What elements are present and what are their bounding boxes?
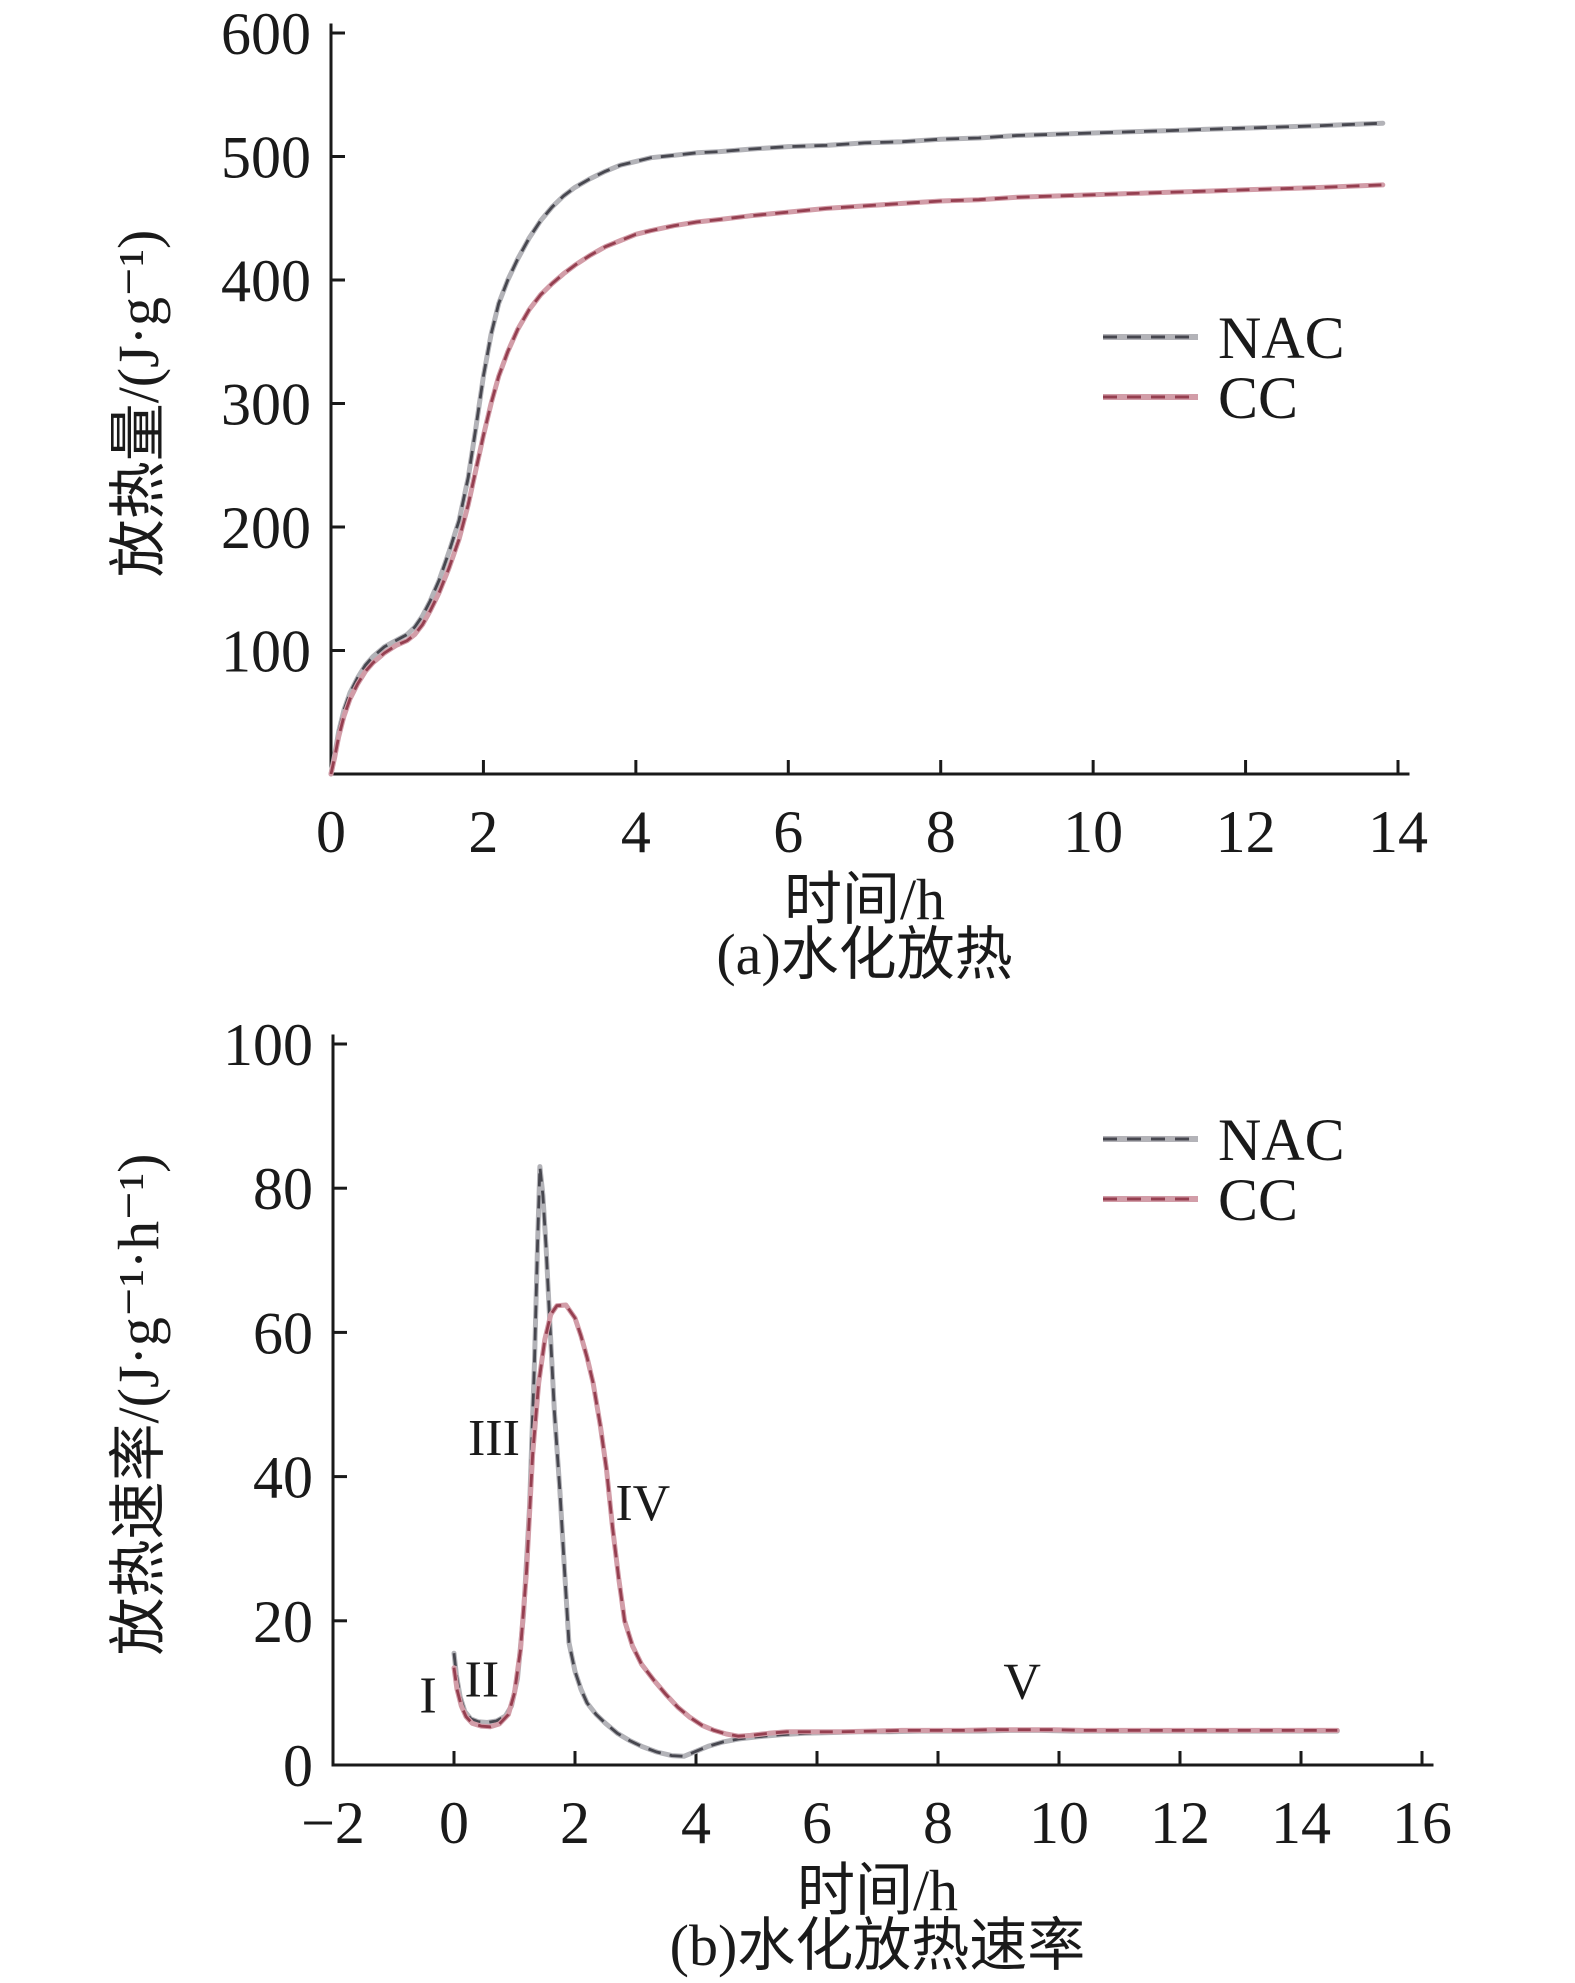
y-tick-label-a: 600 <box>221 1 311 67</box>
y-tick-label-a: 500 <box>221 125 311 191</box>
x-tick-label-a: 14 <box>1368 799 1428 865</box>
x-tick-label-b: 10 <box>1029 1790 1089 1856</box>
axis-b <box>331 1034 1434 1767</box>
y-tick-label-a: 400 <box>221 248 311 314</box>
series-line-base <box>451 1302 1340 1739</box>
series-line-dash <box>452 1165 1338 1758</box>
stage-label-III: III <box>468 1410 520 1467</box>
x-tick-label-b: 0 <box>439 1790 469 1856</box>
y-axis-title-a: 放热量/(J·g⁻¹) <box>106 230 171 578</box>
x-tick-label-b: 14 <box>1271 1790 1331 1856</box>
chart-b: −2 0 2 4 6 8 10 12 14 16020406080100时间/h放热速率/(J·g… <box>106 1012 1452 1978</box>
x-tick-label-a: 10 <box>1063 799 1123 865</box>
y-tick-label-b: 0 <box>283 1733 313 1799</box>
y-tick-label-b: 60 <box>253 1300 313 1366</box>
legend-item-cc: CC <box>1103 1167 1298 1233</box>
stage-label-I: I <box>419 1667 436 1724</box>
stage-label-IV: IV <box>615 1475 670 1532</box>
series-cc-a <box>328 182 1386 777</box>
x-tick-label-a: 2 <box>468 799 498 865</box>
series-nac-a <box>328 120 1386 777</box>
x-axis-title-a: 时间/h <box>784 867 945 932</box>
x-tick-label-b: 8 <box>923 1790 953 1856</box>
caption-b: (b)水化放热速率 <box>670 1913 1086 1978</box>
series-nac-b <box>451 1164 1340 1759</box>
x-tick-label-a: 4 <box>621 799 651 865</box>
y-tick-label-b: 40 <box>253 1445 313 1511</box>
legend-item-nac: NAC <box>1103 1107 1345 1173</box>
legend-label: NAC <box>1218 1107 1345 1173</box>
x-tick-label-a: 0 <box>316 799 346 865</box>
legend-item-cc: CC <box>1103 365 1298 431</box>
chart-a: 0 2 4 6 8 10 12 14 100 200 300 400 500 600 时间/h 放热量/(J·… <box>106 1 1428 987</box>
y-tick-label-b: 100 <box>223 1012 313 1078</box>
caption-a: (a)水化放热 <box>716 922 1012 987</box>
x-tick-label-a: 12 <box>1216 799 1276 865</box>
x-axis-title-b: 时间/h <box>797 1858 958 1923</box>
series-line-base <box>328 120 1386 777</box>
x-tick-label-b: 4 <box>681 1790 711 1856</box>
y-tick-label-a: 100 <box>221 619 311 685</box>
x-tick-label-b: 2 <box>560 1790 590 1856</box>
y-tick-label-b: 80 <box>253 1156 313 1222</box>
series-line-dash <box>329 121 1383 775</box>
x-tick-label-b: −2 <box>301 1790 365 1856</box>
y-tick-label-a: 200 <box>221 495 311 561</box>
legend-label: NAC <box>1218 305 1345 371</box>
series-cc-b <box>451 1302 1340 1739</box>
legend-label: CC <box>1218 1167 1298 1233</box>
x-tick-label-a: 6 <box>773 799 803 865</box>
x-tick-label-b: 12 <box>1150 1790 1210 1856</box>
x-tick-label-b: 6 <box>802 1790 832 1856</box>
y-tick-label-b: 20 <box>253 1589 313 1655</box>
series-line-dash <box>452 1303 1338 1738</box>
stage-label-II: II <box>465 1652 500 1709</box>
legend-label: CC <box>1218 365 1298 431</box>
stage-label-V: V <box>1003 1654 1041 1711</box>
x-tick-label-a: 8 <box>926 799 956 865</box>
y-tick-label-a: 300 <box>221 372 311 438</box>
series-line-base <box>328 182 1386 777</box>
x-tick-label-b: 16 <box>1392 1790 1452 1856</box>
series-line-dash <box>329 183 1383 775</box>
series-line-base <box>451 1164 1340 1759</box>
y-axis-title-b: 放热速率/(J·g⁻¹·h⁻¹) <box>106 1154 171 1656</box>
legend-item-nac: NAC <box>1103 305 1345 371</box>
